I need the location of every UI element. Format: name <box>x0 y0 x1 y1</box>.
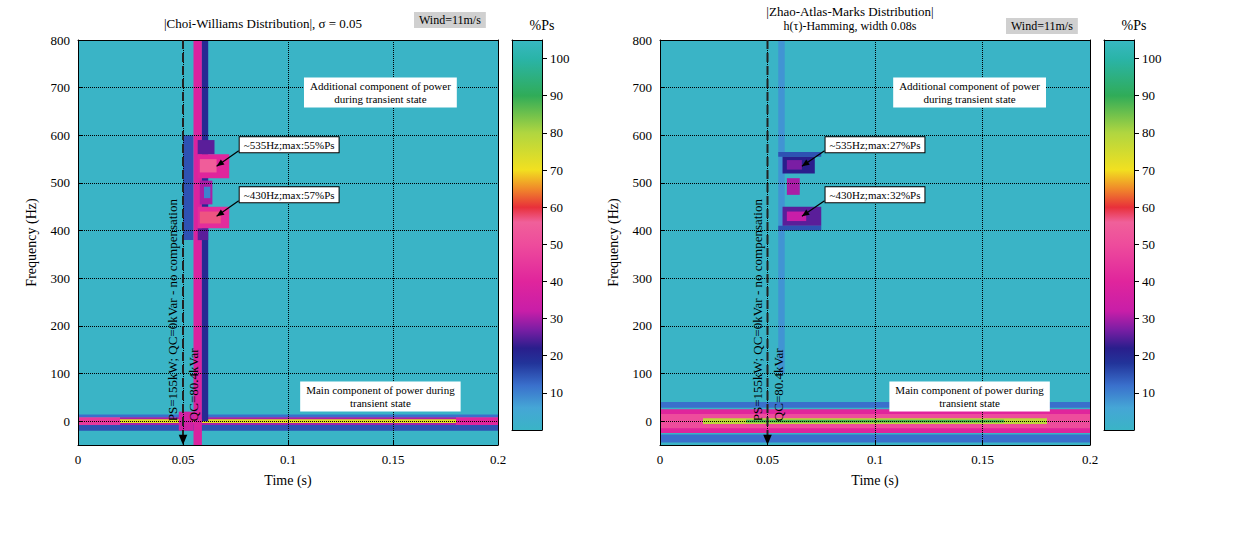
svg-text:%Ps: %Ps <box>1122 18 1147 33</box>
svg-text:Frequency (Hz): Frequency (Hz) <box>24 198 40 287</box>
svg-text:30: 30 <box>1142 311 1155 326</box>
svg-text:Additional component of power: Additional component of power <box>899 80 1040 92</box>
svg-text:QC=80.4kVar: QC=80.4kVar <box>186 348 201 421</box>
svg-text:40: 40 <box>550 274 563 289</box>
svg-text:QC=80.4kVar: QC=80.4kVar <box>771 348 786 421</box>
svg-text:20: 20 <box>1142 348 1155 363</box>
svg-text:PS=155kW; QC=0kVar - no compen: PS=155kW; QC=0kVar - no compensation <box>165 199 180 422</box>
svg-text:0.05: 0.05 <box>756 452 779 467</box>
svg-text:500: 500 <box>633 175 653 190</box>
svg-text:0: 0 <box>646 414 653 429</box>
svg-text:100: 100 <box>550 51 570 66</box>
svg-text:0.15: 0.15 <box>971 452 994 467</box>
svg-text:800: 800 <box>51 33 71 48</box>
svg-text:0: 0 <box>657 452 664 467</box>
svg-text:%Ps: %Ps <box>530 18 555 33</box>
svg-text:~535Hz;max:55%Ps: ~535Hz;max:55%Ps <box>244 139 335 151</box>
svg-text:0.1: 0.1 <box>867 452 883 467</box>
svg-text:300: 300 <box>633 271 653 286</box>
svg-text:60: 60 <box>1142 200 1155 215</box>
svg-text:Frequency (Hz): Frequency (Hz) <box>606 198 622 287</box>
svg-text:~430Hz;max:32%Ps: ~430Hz;max:32%Ps <box>830 189 921 201</box>
svg-text:500: 500 <box>51 175 71 190</box>
svg-text:10: 10 <box>550 385 563 400</box>
svg-text:Wind=11m/s: Wind=11m/s <box>1011 19 1073 33</box>
svg-text:during transient state: during transient state <box>334 93 426 105</box>
svg-text:PS=155kW; QC=0kVar - no compen: PS=155kW; QC=0kVar - no compensation <box>750 199 765 422</box>
svg-text:|Choi-Williams Distribution|,: |Choi-Williams Distribution|, σ = 0.05 <box>164 16 362 31</box>
svg-text:|Zhao-Atlas-Marks Distribution: |Zhao-Atlas-Marks Distribution| <box>766 4 933 19</box>
svg-text:90: 90 <box>550 88 563 103</box>
svg-text:Additional component of power: Additional component of power <box>310 80 451 92</box>
svg-text:10: 10 <box>1142 385 1155 400</box>
svg-text:0: 0 <box>75 452 82 467</box>
svg-text:Wind=11m/s: Wind=11m/s <box>419 13 481 27</box>
svg-text:0.15: 0.15 <box>382 452 405 467</box>
svg-text:transient state: transient state <box>350 397 411 409</box>
svg-text:transient state: transient state <box>939 397 1000 409</box>
svg-text:400: 400 <box>51 223 71 238</box>
svg-text:~430Hz;max:57%Ps: ~430Hz;max:57%Ps <box>244 189 335 201</box>
svg-text:0.2: 0.2 <box>1082 452 1098 467</box>
svg-text:50: 50 <box>1142 237 1155 252</box>
svg-text:~535Hz;max:27%Ps: ~535Hz;max:27%Ps <box>830 139 921 151</box>
svg-text:80: 80 <box>550 125 563 140</box>
svg-text:30: 30 <box>550 311 563 326</box>
svg-text:100: 100 <box>633 366 653 381</box>
svg-text:0.2: 0.2 <box>490 452 506 467</box>
svg-text:0: 0 <box>64 414 71 429</box>
svg-text:400: 400 <box>633 223 653 238</box>
svg-text:20: 20 <box>550 348 563 363</box>
svg-text:0.05: 0.05 <box>172 452 195 467</box>
svg-text:700: 700 <box>633 80 653 95</box>
svg-text:200: 200 <box>51 318 71 333</box>
svg-text:300: 300 <box>51 271 71 286</box>
svg-text:60: 60 <box>550 200 563 215</box>
svg-text:600: 600 <box>633 128 653 143</box>
svg-text:700: 700 <box>51 80 71 95</box>
svg-text:800: 800 <box>633 33 653 48</box>
svg-text:Main component of power during: Main component of power during <box>306 384 455 396</box>
svg-text:Time (s): Time (s) <box>851 473 899 489</box>
svg-text:100: 100 <box>51 366 71 381</box>
svg-text:Main component of power during: Main component of power during <box>895 384 1044 396</box>
svg-text:600: 600 <box>51 128 71 143</box>
svg-text:80: 80 <box>1142 125 1155 140</box>
svg-text:Time (s): Time (s) <box>264 473 312 489</box>
svg-text:40: 40 <box>1142 274 1155 289</box>
svg-text:during transient state: during transient state <box>923 93 1015 105</box>
svg-text:0.1: 0.1 <box>280 452 296 467</box>
svg-text:50: 50 <box>550 237 563 252</box>
svg-text:90: 90 <box>1142 88 1155 103</box>
svg-text:200: 200 <box>633 318 653 333</box>
svg-text:100: 100 <box>1142 51 1162 66</box>
svg-text:70: 70 <box>550 163 563 178</box>
svg-text:70: 70 <box>1142 163 1155 178</box>
svg-text:h(τ)-Hamming, width 0.08s: h(τ)-Hamming, width 0.08s <box>784 19 917 33</box>
